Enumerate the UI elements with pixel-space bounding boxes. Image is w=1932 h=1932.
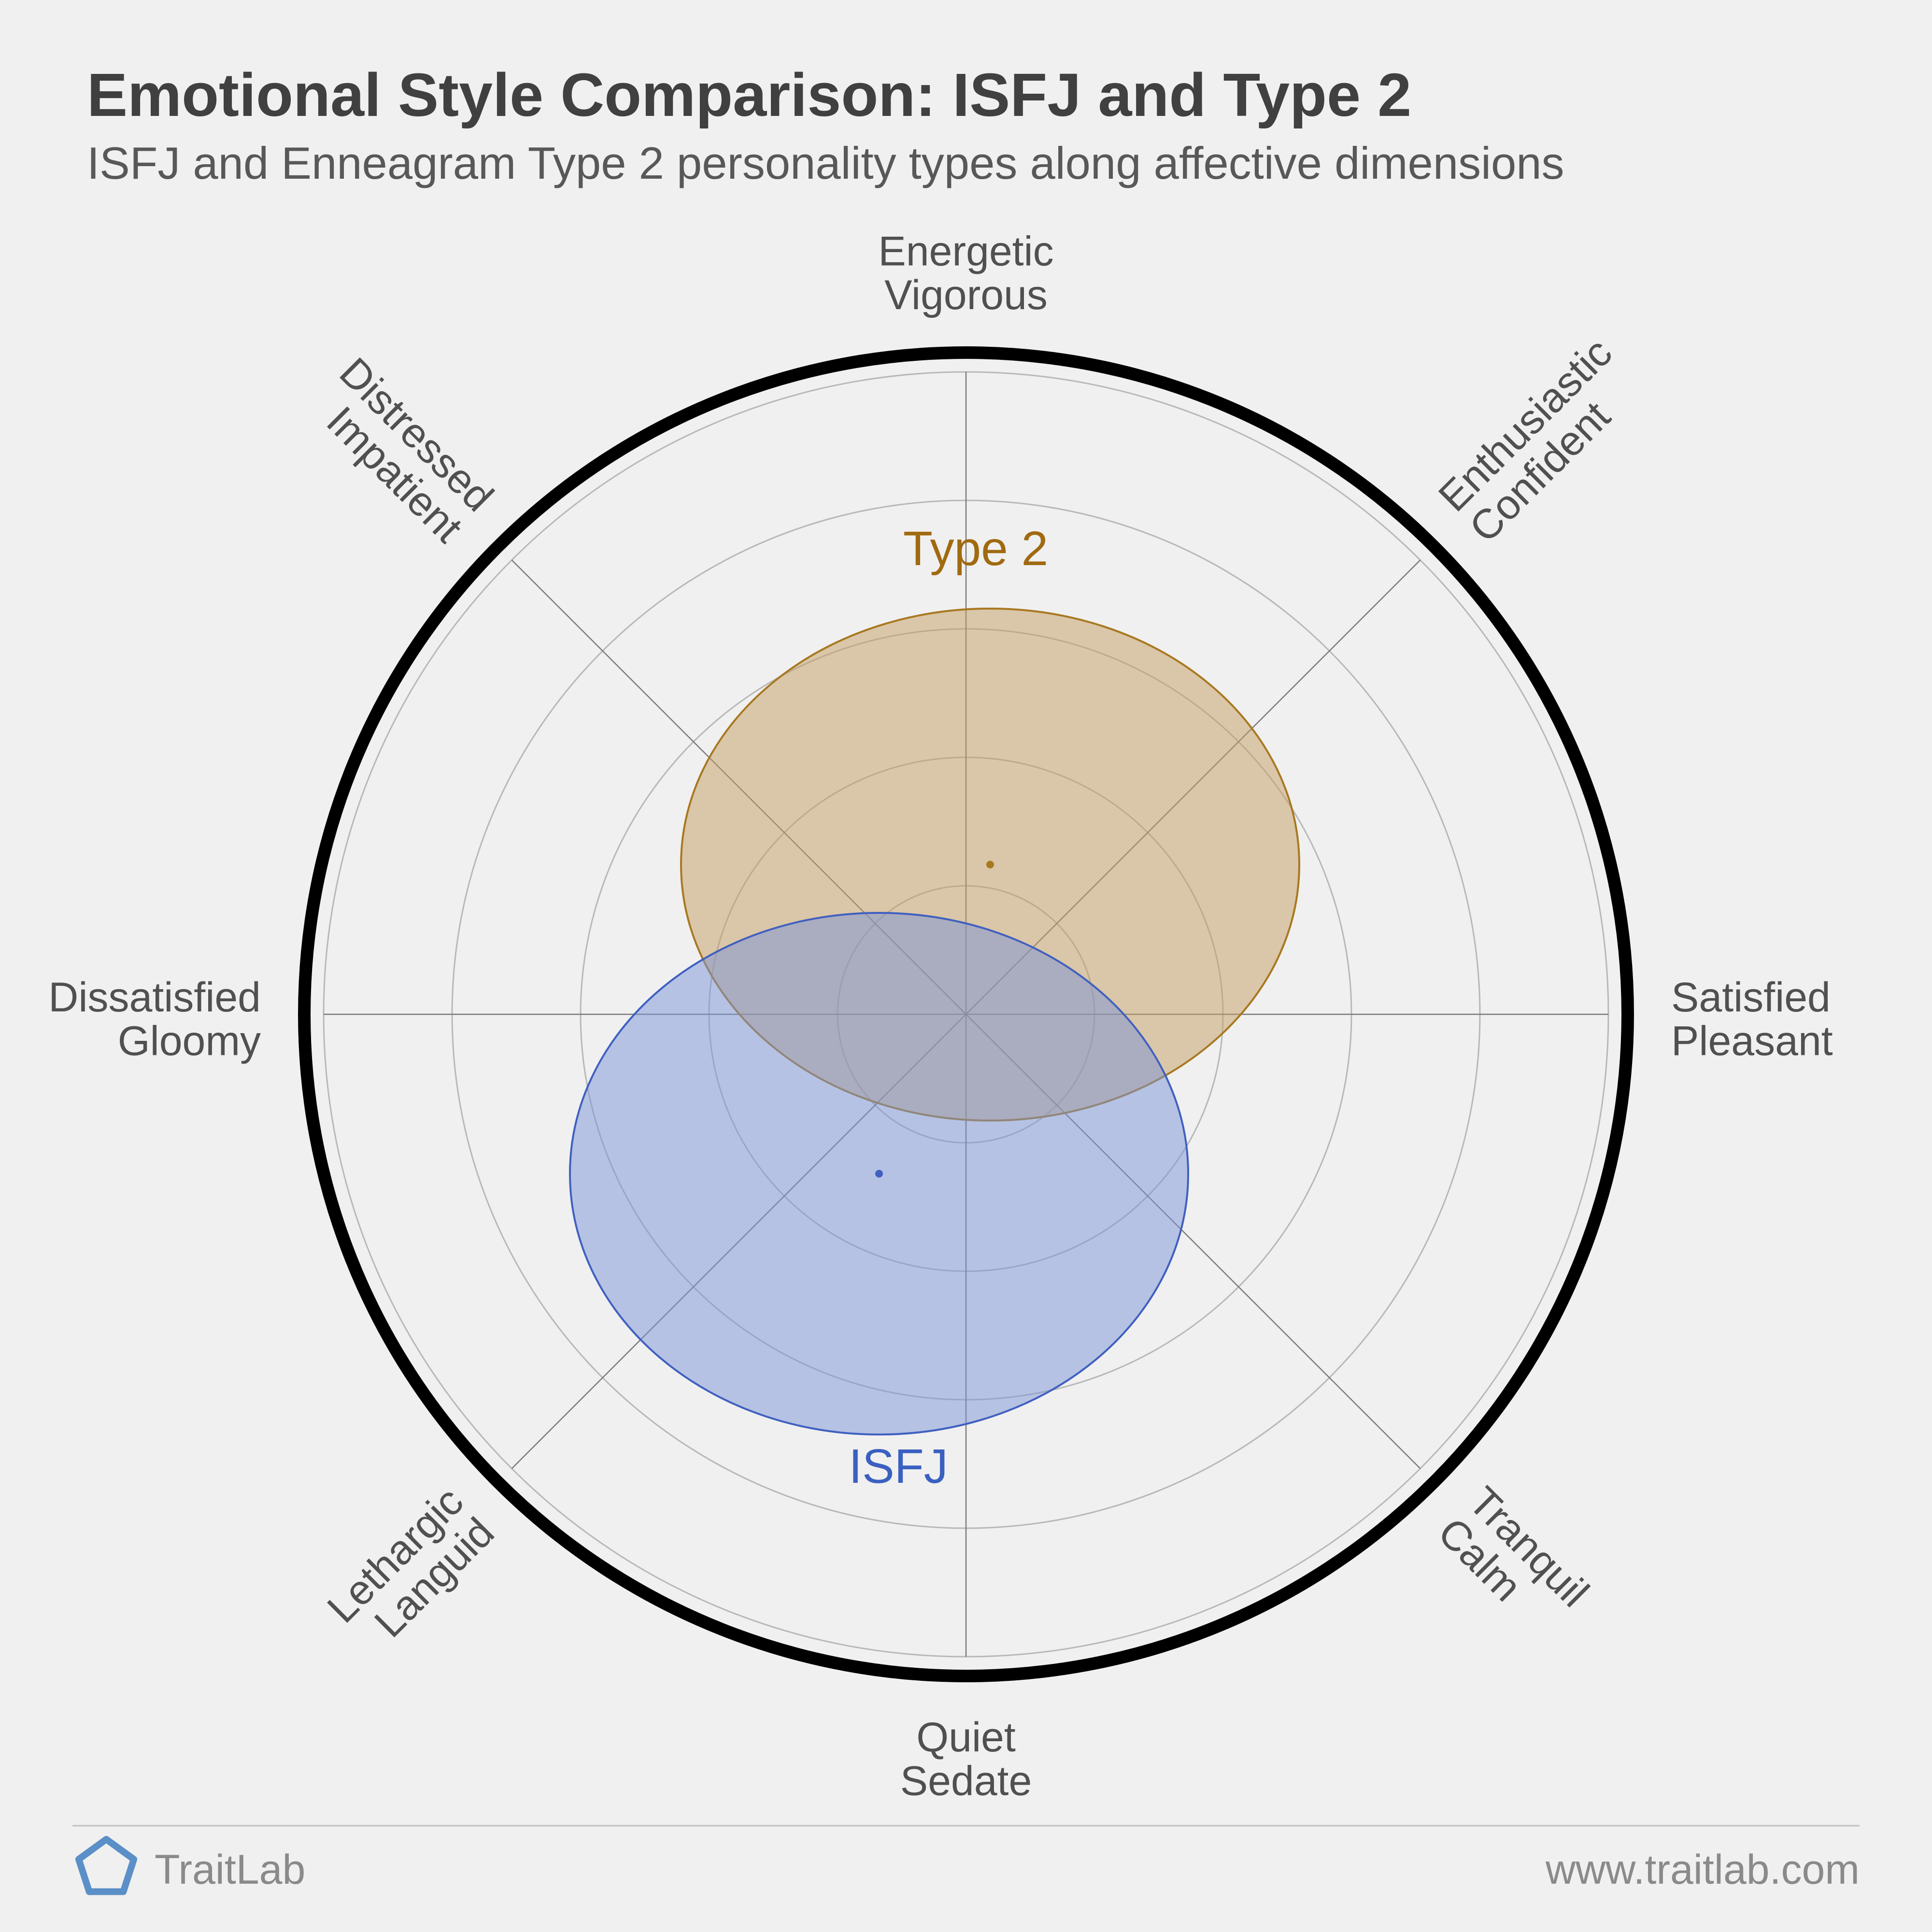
footer-brand: TraitLab — [155, 1847, 305, 1893]
chart-title: Emotional Style Comparison: ISFJ and Typ… — [87, 61, 1411, 129]
axis-label: SatisfiedPleasant — [1671, 974, 1833, 1064]
bubble-label-type2: Type 2 — [903, 522, 1048, 576]
axis-label: EnergeticVigorous — [878, 228, 1053, 318]
chart-stage: Emotional Style Comparison: ISFJ and Typ… — [0, 0, 1932, 1932]
footer-url: www.traitlab.com — [1545, 1847, 1860, 1893]
bubble-center-isfj — [875, 1170, 883, 1178]
chart-subtitle: ISFJ and Enneagram Type 2 personality ty… — [87, 138, 1564, 188]
bubble-label-isfj: ISFJ — [849, 1439, 948, 1493]
bubble-center-type2 — [986, 861, 994, 868]
axis-label: QuietSedate — [900, 1714, 1032, 1804]
